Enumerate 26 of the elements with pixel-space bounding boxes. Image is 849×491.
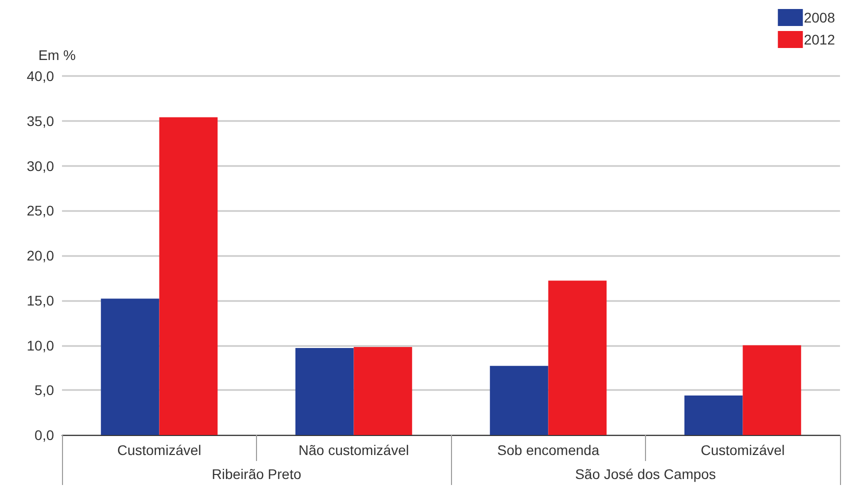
legend-label: 2008: [804, 10, 836, 26]
y-axis-title: Em %: [38, 47, 76, 63]
bar: [100, 298, 160, 435]
y-tick-label: 35,0: [26, 112, 54, 129]
y-tick-label: 0,0: [34, 427, 54, 443]
y-tick-label: 15,0: [26, 292, 54, 308]
x-tick-label: Customizável: [700, 442, 785, 458]
x-tick-label: Não customizável: [298, 442, 409, 458]
legend-label: 2012: [804, 32, 836, 48]
text: São José dos Campos: [575, 466, 716, 482]
x-tick-label: Sob encomenda: [497, 442, 600, 458]
x-tick-label: Customizável: [117, 442, 202, 458]
y-tick-label: 30,0: [26, 158, 54, 174]
bar: [742, 345, 802, 435]
y-tick-label: 40,0: [26, 68, 54, 84]
text: Ribeirão Preto: [212, 466, 302, 482]
y-tick-label: 10,0: [26, 337, 54, 354]
y-tick-label: 20,0: [26, 248, 54, 264]
bar: [684, 396, 743, 435]
bar: [159, 117, 218, 435]
bar: [548, 280, 607, 435]
bar: [354, 347, 412, 435]
bar: [490, 366, 548, 435]
y-tick-label: 25,0: [26, 202, 54, 219]
y-tick-label: 5,0: [34, 382, 54, 398]
bar: [295, 348, 354, 435]
